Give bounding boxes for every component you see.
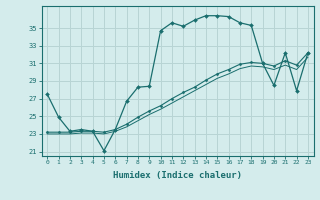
X-axis label: Humidex (Indice chaleur): Humidex (Indice chaleur)	[113, 171, 242, 180]
